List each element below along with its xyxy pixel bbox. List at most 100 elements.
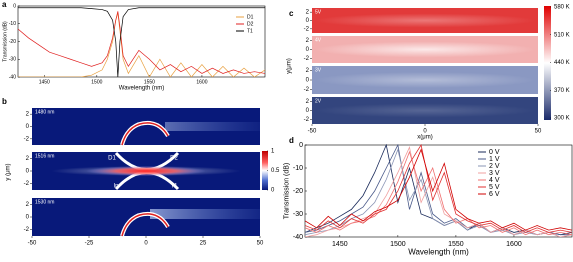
y-tick-label: 0 [306, 78, 310, 84]
ring-arc [121, 122, 169, 146]
legend-label: D2 [247, 21, 254, 27]
y-tick-label: -2 [304, 26, 310, 32]
y-tick-label: -2 [24, 181, 30, 187]
x-tick-label: 0 [423, 129, 427, 135]
hot-band [315, 13, 535, 28]
y-tick-label: 2 [306, 68, 310, 74]
y-tick-label: -2 [304, 56, 310, 62]
y-axis-label: y (μm) [6, 163, 12, 180]
y-tick-label: 0 [299, 142, 303, 149]
legend-label: 5 V [489, 184, 500, 191]
y-tick-label: -30 [9, 57, 16, 63]
x-tick-label: -50 [308, 129, 317, 135]
legend-label: 0 V [489, 149, 500, 156]
map-annotation: D1 [108, 156, 116, 162]
beam [150, 209, 260, 219]
series-line [305, 150, 572, 236]
x-tick-label: 1500 [91, 79, 102, 85]
y-tick-label: -30 [293, 211, 303, 218]
ring-arc [121, 213, 169, 237]
x-tick-label: 1600 [506, 241, 522, 248]
y-tick-label: -2 [24, 136, 30, 142]
map-label: 3V [315, 67, 322, 73]
hot-band [315, 72, 535, 88]
colorbar-tick-label: 300 K [554, 116, 570, 122]
map-label: 2V [315, 98, 322, 104]
y-tick-label: -40 [9, 74, 16, 80]
y-tick-label: 0 [306, 18, 310, 24]
map-annotation: In [113, 184, 118, 190]
colorbar-tick-label: 580 K [554, 5, 570, 11]
y-tick-label: -40 [293, 234, 303, 241]
x-axis-label: Wavelength (nm) [408, 248, 469, 257]
y-axis-label: Transmission (dB) [2, 21, 8, 62]
x-tick-label: -25 [85, 241, 94, 247]
map-label: 1530 nm [35, 199, 54, 205]
x-tick-label: 25 [200, 241, 207, 247]
map-annotation: D2 [170, 156, 178, 162]
hot-band [315, 41, 535, 58]
y-tick-label: -2 [24, 227, 30, 233]
x-tick-label: -50 [28, 241, 37, 247]
y-tick-label: 0 [13, 3, 16, 9]
map-label: 5V [315, 9, 322, 15]
colorbar-tick-label: 510 K [554, 32, 570, 38]
map-label: 1480 nm [35, 109, 54, 115]
colorbar-tick-label: 440 K [554, 60, 570, 66]
panel-label: c [289, 9, 294, 18]
legend-label: D1 [247, 14, 254, 20]
legend-label: 1 V [489, 156, 500, 163]
y-tick-label: 2 [26, 156, 30, 162]
x-tick-label: 1550 [144, 79, 155, 85]
x-tick-label: 50 [535, 129, 542, 135]
series-line [305, 144, 572, 233]
temperature-maps [312, 6, 551, 124]
y-tick-label: 0 [26, 215, 30, 221]
y-tick-label: 2 [306, 10, 310, 16]
y-tick-label: -20 [9, 39, 16, 45]
y-tick-label: 0 [306, 47, 310, 53]
series-line [18, 11, 265, 74]
y-axis-label: Transmission (dB) [284, 163, 291, 220]
x-tick-label: 1600 [196, 79, 207, 85]
x-axis-label: Wavelength (nm) [119, 86, 164, 92]
plot-frame [17, 5, 266, 78]
y-tick-label: -10 [9, 21, 16, 27]
beam [165, 122, 260, 131]
colorbar-tick-label: 370 K [554, 88, 570, 94]
x-tick-label: 1450 [332, 241, 348, 248]
legend-label: 3 V [489, 170, 500, 177]
x-tick-label: 1450 [39, 79, 50, 85]
y-tick-label: 2 [306, 99, 310, 105]
colorbar-tick-label: 0.5 [271, 168, 280, 174]
y-tick-label: 2 [26, 112, 30, 118]
x-tick-label: 0 [144, 241, 148, 247]
series-line [305, 148, 572, 231]
legend-label: 6 V [489, 191, 500, 198]
y-tick-label: -2 [304, 87, 310, 93]
panel-label: b [2, 97, 7, 106]
resonance [86, 166, 206, 176]
y-tick-label: 0 [306, 108, 310, 114]
y-tick-label: -10 [293, 165, 303, 172]
colorbar [262, 151, 268, 190]
x-tick-label: 1550 [448, 241, 464, 248]
legend-label: 4 V [489, 177, 500, 184]
colorbar [544, 6, 551, 120]
legend-label: T1 [247, 28, 253, 34]
map-label: 4V [315, 37, 322, 43]
hot-band [315, 103, 535, 118]
y-axis-label: y(μm) [287, 58, 293, 73]
panel-label: d [289, 136, 294, 145]
y-tick-label: -20 [293, 188, 303, 195]
y-tick-label: 0 [26, 169, 30, 175]
series-line [18, 7, 265, 77]
panel-label: a [2, 0, 7, 9]
colorbar-tick-label: 0 [271, 188, 275, 194]
field-maps [32, 108, 268, 237]
colorbar-tick-label: 1 [271, 149, 275, 155]
x-tick-label: 1500 [390, 241, 406, 248]
map-label: 1516 nm [35, 153, 54, 159]
